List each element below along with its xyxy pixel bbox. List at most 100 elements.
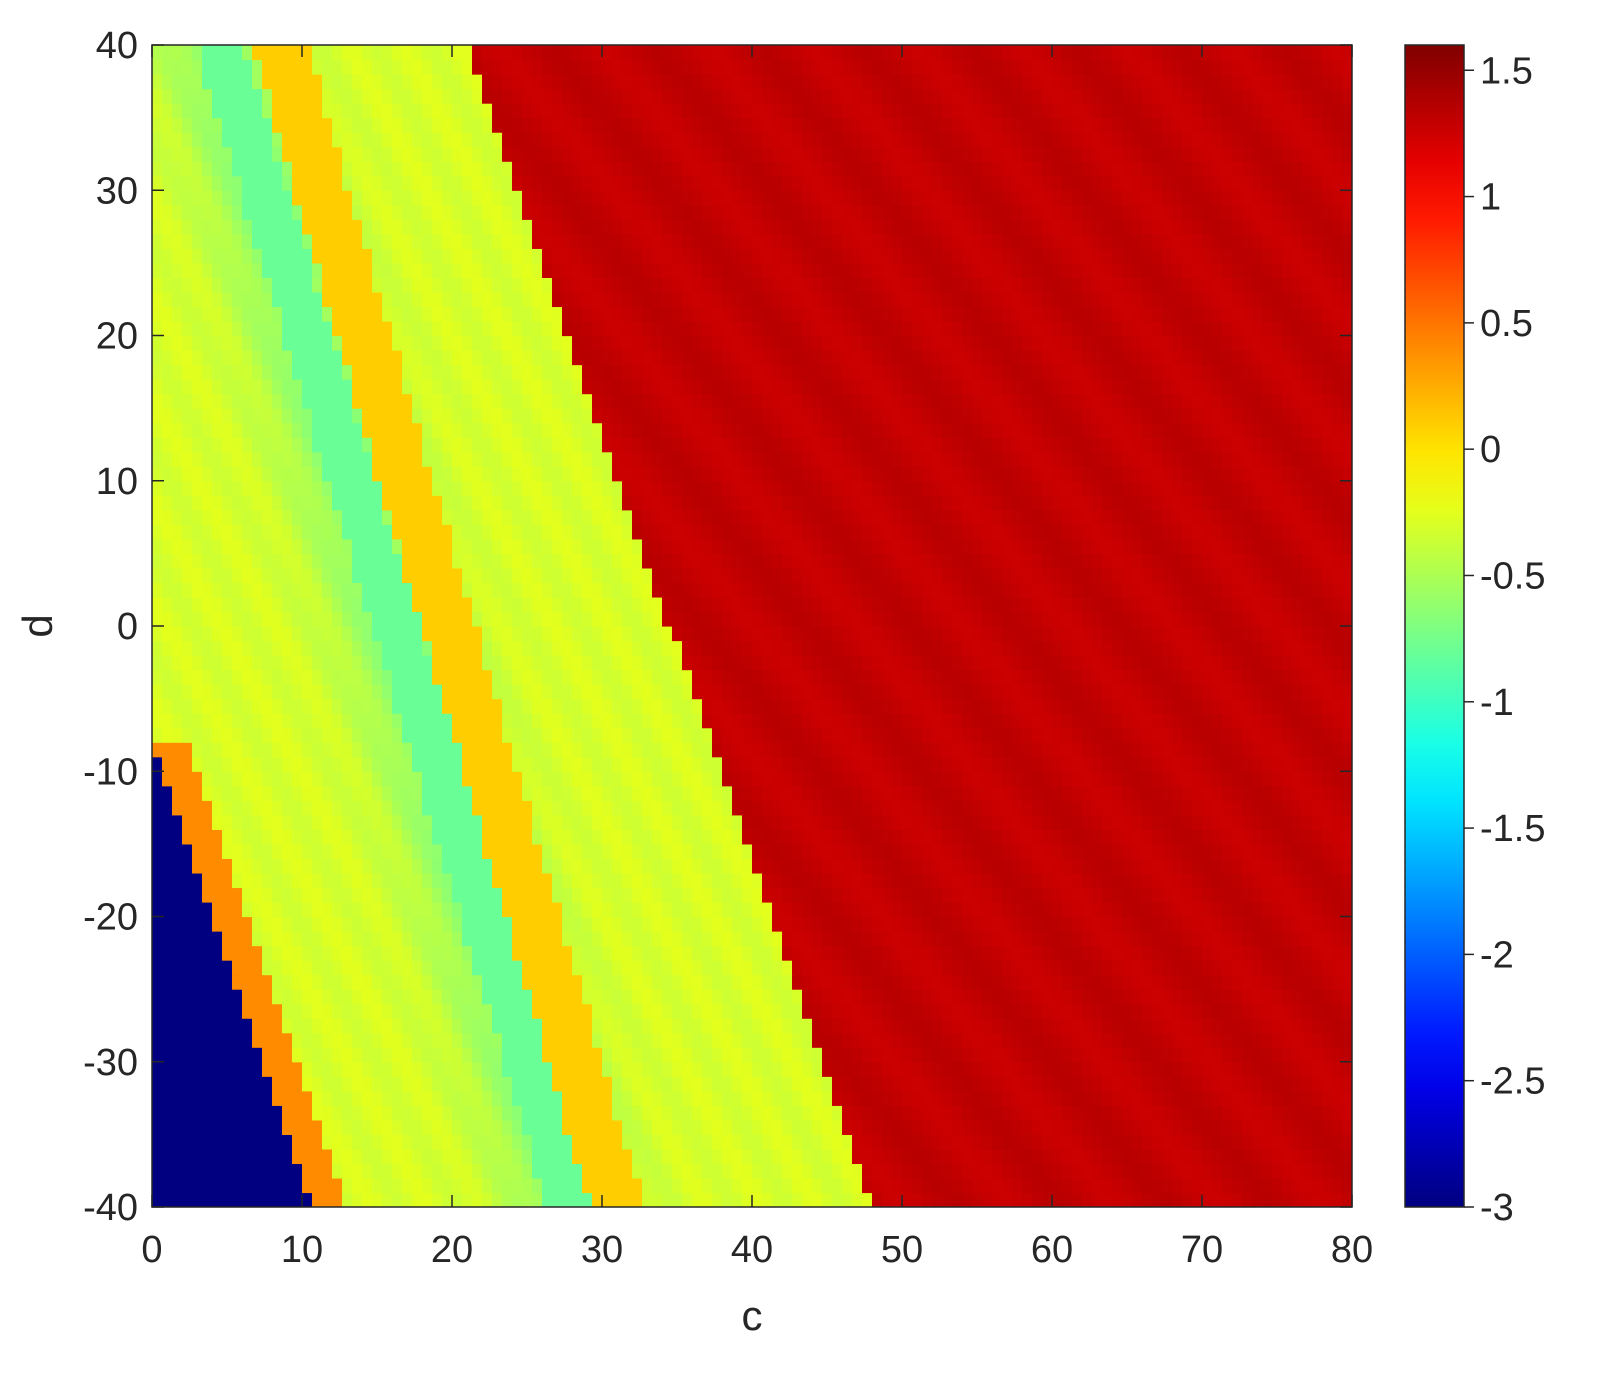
heatmap-cell [1072,1018,1083,1034]
heatmap-cell [492,960,503,976]
heatmap-cell [502,1076,513,1092]
heatmap-cell [432,989,443,1005]
heatmap-cell [402,1003,413,1019]
heatmap-cell [252,1148,263,1165]
heatmap-cell [1232,1090,1243,1106]
heatmap-cell [162,901,173,918]
heatmap-cell [1002,626,1013,642]
heatmap-cell [212,1076,223,1092]
heatmap-cell [842,931,853,947]
heatmap-cell [1162,829,1173,845]
heatmap-cell [1322,655,1333,671]
heatmap-cell [352,1134,363,1150]
heatmap-cell [662,843,673,859]
heatmap-cell [1062,1119,1073,1135]
heatmap-cell [772,800,783,816]
heatmap-cell [1242,814,1253,830]
heatmap-cell [972,626,983,642]
heatmap-cell [1212,684,1223,700]
heatmap-cell [362,901,373,918]
heatmap-cell [252,945,263,961]
heatmap-cell [1342,974,1352,990]
heatmap-cell [202,1148,213,1165]
heatmap-cell [602,1119,613,1135]
heatmap-cell [232,626,243,642]
heatmap-cell [872,626,883,642]
heatmap-cell [602,626,613,642]
heatmap-cell [752,872,763,889]
heatmap-cell [602,945,613,961]
heatmap-cell [162,756,173,772]
heatmap-cell [872,771,883,787]
heatmap-cell [1142,1119,1153,1135]
heatmap-cell [372,1076,383,1092]
heatmap-cell [1022,1047,1033,1063]
heatmap-cell [412,785,423,801]
heatmap-cell [232,931,243,947]
heatmap-cell [272,1061,283,1077]
heatmap-cell [682,626,693,642]
heatmap-cell [1152,684,1163,700]
heatmap-cell [732,872,743,889]
heatmap-cell [1072,931,1083,947]
heatmap-cell [842,1105,853,1121]
heatmap-cell [1202,698,1213,714]
heatmap-cell [302,713,313,729]
heatmap-cell [432,771,443,787]
heatmap-cell [332,1163,343,1179]
heatmap-cell [232,829,243,845]
heatmap-cell [432,843,443,859]
heatmap-cell [292,960,303,976]
heatmap-cell [622,1105,633,1121]
heatmap-cell [1282,713,1293,729]
heatmap-cell [572,916,583,932]
heatmap-cell [652,858,663,874]
heatmap-cell [592,960,603,976]
heatmap-cell [282,945,293,961]
heatmap-cell [292,916,303,932]
heatmap-cell [632,785,643,801]
heatmap-cell [322,1032,333,1048]
heatmap-cell [792,989,803,1005]
heatmap-cell [452,916,463,932]
heatmap-cell [492,742,503,758]
heatmap-cell [342,1134,353,1150]
heatmap-cell [662,1134,673,1150]
heatmap-cell [812,756,823,772]
heatmap-cell [632,843,643,859]
heatmap-cell [562,771,573,787]
heatmap-cell [452,887,463,903]
heatmap-cell [942,814,953,830]
heatmap-cell [622,1032,633,1048]
heatmap-cell [522,756,533,772]
heatmap-cell [1122,1148,1133,1165]
heatmap-cell [572,858,583,874]
heatmap-cell [392,945,403,961]
heatmap-cell [422,727,433,743]
heatmap-cell [632,916,643,932]
heatmap-cell [1072,1163,1083,1179]
heatmap-cell [672,800,683,816]
heatmap-cell [392,1148,403,1165]
heatmap-cell [532,829,543,845]
heatmap-cell [962,1018,973,1034]
heatmap-cell [572,974,583,990]
heatmap-cell [702,814,713,830]
heatmap-cell [392,1047,403,1063]
heatmap-cell [732,1134,743,1150]
heatmap-cell [522,989,533,1005]
heatmap-cell [1192,960,1203,976]
heatmap-cell [1022,901,1033,918]
heatmap-cell [1072,1105,1083,1121]
heatmap-cell [672,858,683,874]
heatmap-cell [662,1061,673,1077]
heatmap-cell [682,756,693,772]
heatmap-cell [692,698,703,714]
heatmap-cell [562,698,573,714]
heatmap-cell [502,596,513,613]
heatmap-cell [872,684,883,700]
heatmap-cell [1192,1047,1203,1063]
heatmap-cell [1112,814,1123,830]
heatmap-cell [1132,626,1143,642]
heatmap-cell [1012,771,1023,787]
